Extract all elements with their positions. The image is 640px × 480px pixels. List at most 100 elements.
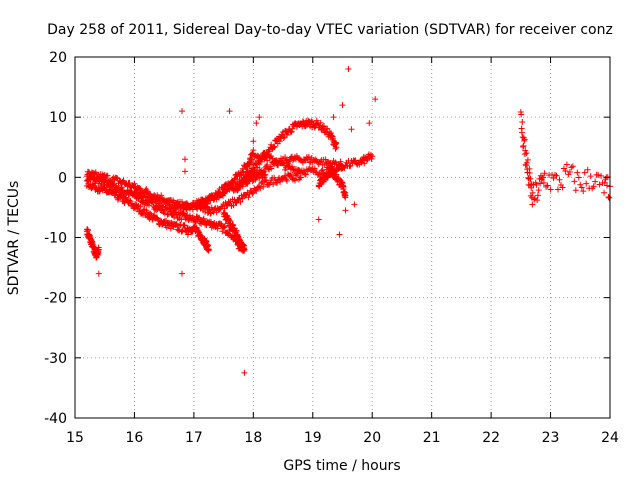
data-point-cluster-late	[521, 136, 528, 143]
data-point-band-5	[287, 129, 294, 136]
data-point-band-6	[271, 160, 278, 167]
data-point-outliers	[345, 66, 352, 73]
data-point-cluster-late	[540, 179, 547, 186]
x-tick-label: 19	[304, 430, 322, 446]
data-point-band-2	[180, 222, 187, 229]
data-point-band-5	[258, 156, 265, 163]
data-point-band-4	[134, 186, 141, 193]
data-point-band-7	[260, 183, 267, 190]
data-point-cluster-late	[553, 172, 560, 179]
data-point-band-5	[280, 135, 287, 142]
data-point-band-7	[239, 195, 246, 202]
data-point-band-5	[319, 123, 326, 130]
data-point-band-7	[291, 177, 298, 184]
data-point-band-2	[126, 197, 133, 204]
data-point-band-5	[234, 187, 241, 194]
data-point-cluster-late	[604, 182, 611, 189]
data-point-band-3	[98, 176, 105, 183]
data-point-cluster-late	[562, 168, 569, 175]
data-point-band-2	[205, 246, 212, 253]
data-point-band-4	[210, 196, 217, 203]
data-point-cluster-late	[533, 181, 540, 188]
x-tick-label: 21	[423, 430, 441, 446]
data-point-band-2	[91, 179, 98, 186]
data-point-band-2	[147, 212, 154, 219]
data-point-band-5	[313, 117, 320, 124]
data-point-band-3	[83, 173, 90, 180]
data-point-band-4	[178, 205, 185, 212]
data-point-cluster-late	[523, 150, 530, 157]
data-point-band-5	[276, 138, 283, 145]
data-point-band-8	[241, 246, 248, 253]
data-point-cluster-late	[559, 184, 566, 191]
data-point-band-2	[137, 203, 144, 210]
data-point-cluster-late	[554, 186, 561, 193]
data-point-cluster-late	[527, 182, 534, 189]
data-point-cluster-late	[568, 164, 575, 171]
axis-ticks: 15 16 17 18 19 20 21 22 23 24 20 10 0 -10 -20 -30 -40	[44, 50, 619, 446]
data-point-band-4	[250, 147, 257, 154]
data-point-outliers	[241, 369, 248, 376]
data-point-band-4	[212, 189, 219, 196]
data-point-band-1	[214, 225, 221, 232]
data-point-band-6	[367, 151, 374, 158]
data-point-band-4	[220, 186, 227, 193]
data-point-band-6	[326, 160, 333, 167]
data-point-outliers	[366, 120, 373, 127]
x-tick-label: 24	[601, 430, 619, 446]
data-point-band-2	[84, 177, 91, 184]
data-point-cluster-late	[592, 178, 599, 185]
data-point-band-5	[235, 186, 242, 193]
data-point-band-6	[363, 157, 370, 164]
data-point-band-5	[270, 143, 277, 150]
x-tick-label: 23	[542, 430, 560, 446]
data-point-band-9	[340, 183, 347, 190]
y-tick-label: 0	[58, 170, 67, 186]
data-point-band-6	[305, 153, 312, 160]
data-point-outliers	[330, 114, 337, 121]
data-point-outliers	[339, 102, 346, 109]
data-point-band-2	[87, 180, 94, 187]
data-point-cluster-late	[519, 119, 526, 126]
data-point-cluster-late	[581, 169, 588, 176]
data-point-band-4	[143, 189, 150, 196]
data-point-band-4	[237, 172, 244, 179]
data-point-band-3	[108, 179, 115, 186]
y-tick-label: 10	[49, 110, 67, 126]
data-point-band-3	[158, 192, 165, 199]
data-point-band-1	[221, 223, 228, 230]
data-point-band-6	[368, 155, 375, 162]
y-tick-label: 20	[49, 50, 67, 66]
data-point-band-1	[220, 224, 227, 231]
y-axis-label: SDTVAR / TECUs	[6, 181, 22, 296]
data-point-cluster-late	[518, 129, 525, 136]
data-point-cluster-late	[529, 201, 536, 208]
data-point-band-3	[124, 182, 131, 189]
data-point-cluster-late	[598, 172, 605, 179]
data-point-cluster-late	[523, 159, 530, 166]
data-point-outliers	[348, 126, 355, 133]
data-point-band-4	[158, 201, 165, 208]
data-point-cluster-late	[601, 189, 608, 196]
data-point-band-7	[277, 178, 284, 185]
data-point-cluster-late	[571, 178, 578, 185]
data-point-cluster-late	[557, 181, 564, 188]
data-point-cluster-late	[583, 180, 590, 187]
data-point-cluster-late	[529, 189, 536, 196]
data-point-band-4	[163, 198, 170, 205]
data-point-band-7	[202, 204, 209, 211]
data-point-cluster-late	[541, 170, 548, 177]
data-point-cluster-late	[556, 176, 563, 183]
data-point-band-7	[284, 177, 291, 184]
data-point-band-7	[274, 179, 281, 186]
data-point-band-6	[346, 163, 353, 170]
data-point-band-5	[333, 144, 340, 151]
data-point-band-6	[249, 172, 256, 179]
data-point-band-1	[184, 212, 191, 219]
data-point-band-4	[180, 202, 187, 209]
data-point-band-5	[264, 151, 271, 158]
data-point-cluster-late	[547, 186, 554, 193]
data-point-outliers	[179, 270, 185, 277]
